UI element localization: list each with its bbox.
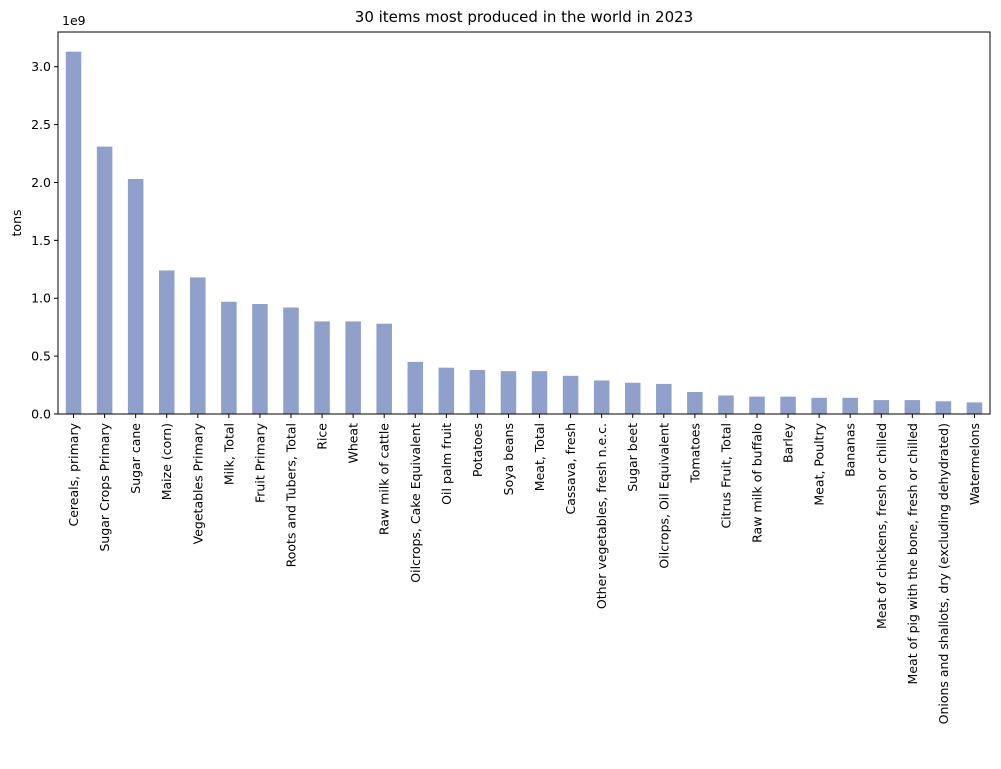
x-tick-label: Citrus Fruit, Total [718, 423, 733, 529]
x-tick-label: Onions and shallots, dry (excluding dehy… [936, 423, 951, 724]
x-tick-label: Meat of chickens, fresh or chilled [874, 423, 889, 629]
bar [562, 375, 579, 414]
bar [687, 392, 703, 414]
bar [438, 367, 455, 414]
y-tick-label: 0.5 [31, 349, 51, 364]
x-tick-label: Meat of pig with the bone, fresh or chil… [905, 423, 920, 684]
x-tick-label: Oilcrops, Cake Equivalent [408, 423, 423, 583]
y-tick-label: 1.5 [31, 233, 51, 248]
bar [221, 301, 237, 414]
x-tick-label: Barley [781, 422, 796, 463]
x-tick-label: Rice [315, 423, 330, 450]
bar [469, 370, 486, 414]
x-tick-label: Sugar Crops Primary [97, 422, 112, 551]
x-tick-label: Maize (corn) [159, 423, 174, 500]
x-tick-label: Cereals, primary [66, 422, 81, 526]
bar [407, 361, 424, 414]
bar [718, 395, 734, 414]
x-tick-label: Other vegetables, fresh n.e.c. [594, 423, 609, 609]
bar [656, 383, 672, 414]
bar [842, 397, 858, 414]
bar [935, 401, 952, 414]
x-tick-label: Raw milk of buffalo [750, 423, 765, 543]
y-axis: 0.0 0.5 1.0 1.5 2.0 2.5 3.0 [31, 59, 58, 422]
bar [283, 307, 299, 414]
bar [96, 146, 113, 414]
x-tick-label: Oil palm fruit [439, 423, 454, 505]
y-tick-label: 2.5 [31, 117, 51, 132]
bar [376, 323, 392, 414]
bar [531, 371, 548, 414]
plot-frame [57, 31, 991, 415]
x-tick-label: Vegetables Primary [190, 422, 205, 544]
y-axis-offset-label: 1e9 [62, 13, 86, 28]
x-tick-label: Milk, Total [221, 423, 236, 485]
bar [904, 400, 921, 414]
bar [624, 382, 641, 414]
x-tick-label: Wheat [346, 423, 361, 464]
y-tick-label: 1.0 [31, 291, 51, 306]
bar [345, 321, 361, 414]
x-tick-label: Meat, Poultry [812, 422, 827, 505]
x-tick-label: Fruit Primary [252, 422, 267, 503]
bars-layer [65, 51, 983, 415]
x-tick-label: Soya beans [501, 423, 516, 495]
y-tick-label: 2.0 [31, 175, 51, 190]
x-tick-label: Meat, Total [532, 423, 547, 491]
x-tick-label: Tomatoes [687, 423, 702, 484]
bar [966, 402, 983, 414]
bar [500, 371, 517, 414]
bar [190, 277, 206, 414]
chart-title: 30 items most produced in the world in 2… [355, 8, 693, 26]
bar [811, 397, 827, 414]
x-axis: Cereals, primary Sugar Crops Primary Sugar… [66, 414, 982, 724]
x-tick-label: Bananas [843, 423, 858, 477]
x-tick-label: Sugar beet [625, 423, 640, 492]
bar [873, 400, 890, 414]
bar [158, 270, 175, 414]
x-tick-label: Roots and Tubers, Total [284, 423, 299, 567]
bar [749, 396, 765, 414]
x-tick-label: Sugar cane [128, 423, 143, 494]
y-tick-label: 0.0 [31, 407, 51, 422]
x-tick-label: Watermelons [967, 423, 982, 505]
bar [65, 51, 82, 415]
bar [252, 304, 268, 414]
bar [593, 380, 610, 414]
x-tick-label: Raw milk of cattle [377, 423, 392, 535]
y-tick-label: 3.0 [31, 59, 51, 74]
bar [127, 179, 144, 414]
bar [780, 396, 796, 414]
x-tick-label: Potatoes [470, 423, 485, 477]
y-axis-label: tons [9, 210, 24, 237]
x-tick-label: Cassava, fresh [563, 423, 578, 514]
x-tick-label: Oilcrops, Oil Equivalent [656, 423, 671, 569]
bar [314, 321, 330, 414]
